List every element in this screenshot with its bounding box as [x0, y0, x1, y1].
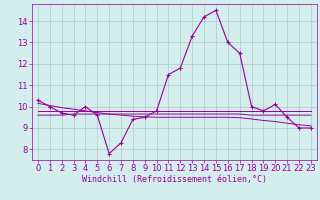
X-axis label: Windchill (Refroidissement éolien,°C): Windchill (Refroidissement éolien,°C) — [82, 175, 267, 184]
